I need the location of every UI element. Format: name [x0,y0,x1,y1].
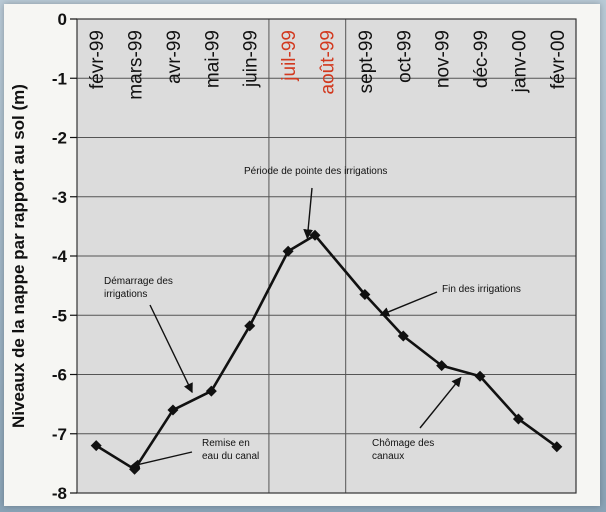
annotation-arrow [419,376,462,429]
y-tick-label: -7 [52,425,67,444]
y-tick-label: -6 [52,366,67,385]
x-tick-label: févr-00 [548,30,569,89]
annotation-line: Remise en [202,438,250,449]
y-tick-label: -1 [52,69,67,88]
annotation-label: Remise en eau du canal [202,438,259,462]
data-point [397,330,409,342]
data-point [436,360,448,372]
data-point [551,441,563,453]
data-point [359,289,371,301]
y-tick-label: -5 [52,306,67,325]
data-point [512,413,524,425]
annotation-line: Fin des irrigations [442,284,521,295]
y-axis-title: Niveaux de la nappe par rapport au sol (… [9,84,28,428]
data-point [474,370,486,382]
x-tick-label: févr-99 [87,30,108,89]
x-tick-label: oct-99 [394,30,415,83]
x-tick-label: juil-99 [279,30,300,82]
annotation-line: Démarrage des [104,276,173,287]
x-tick-label: avr-99 [164,30,185,84]
data-point [282,245,294,257]
data-point [244,320,256,332]
annotation-arrow [149,304,193,394]
x-tick-label: juin-99 [241,30,262,88]
annotation-arrow [303,187,314,240]
annotation-line: Période de pointe des irrigations [244,166,387,177]
annotation-line: Chômage des [372,438,434,449]
annotation-label: Démarrage des irrigations [104,276,173,300]
annotation-label: Période de pointe des irrigations [244,166,387,177]
data-point [90,440,102,452]
y-tick-label: -4 [52,247,68,266]
y-tick-label: 0 [58,10,67,29]
annotation-label: Fin des irrigations [442,284,521,295]
annotation-arrow [129,451,193,470]
y-tick-label: -3 [52,188,67,207]
x-tick-label: sept-99 [356,30,377,93]
x-tick-label: mars-99 [126,30,147,100]
x-tick-label: janv-00 [509,30,530,93]
x-tick-label: déc-99 [471,30,492,88]
annotation-line: irrigations [104,289,147,300]
annotation-label: Chômage des canaux [372,438,434,462]
data-point [167,404,179,416]
y-tick-label: -8 [52,484,67,503]
x-tick-label: nov-99 [433,30,454,88]
y-tick-label: -2 [52,129,67,148]
annotation-line: canaux [372,451,404,462]
annotation-line: eau du canal [202,451,259,462]
annotation-arrow [379,291,438,317]
data-point [205,385,217,397]
x-tick-label: août-99 [318,30,339,94]
x-tick-label: mai-99 [202,30,223,88]
